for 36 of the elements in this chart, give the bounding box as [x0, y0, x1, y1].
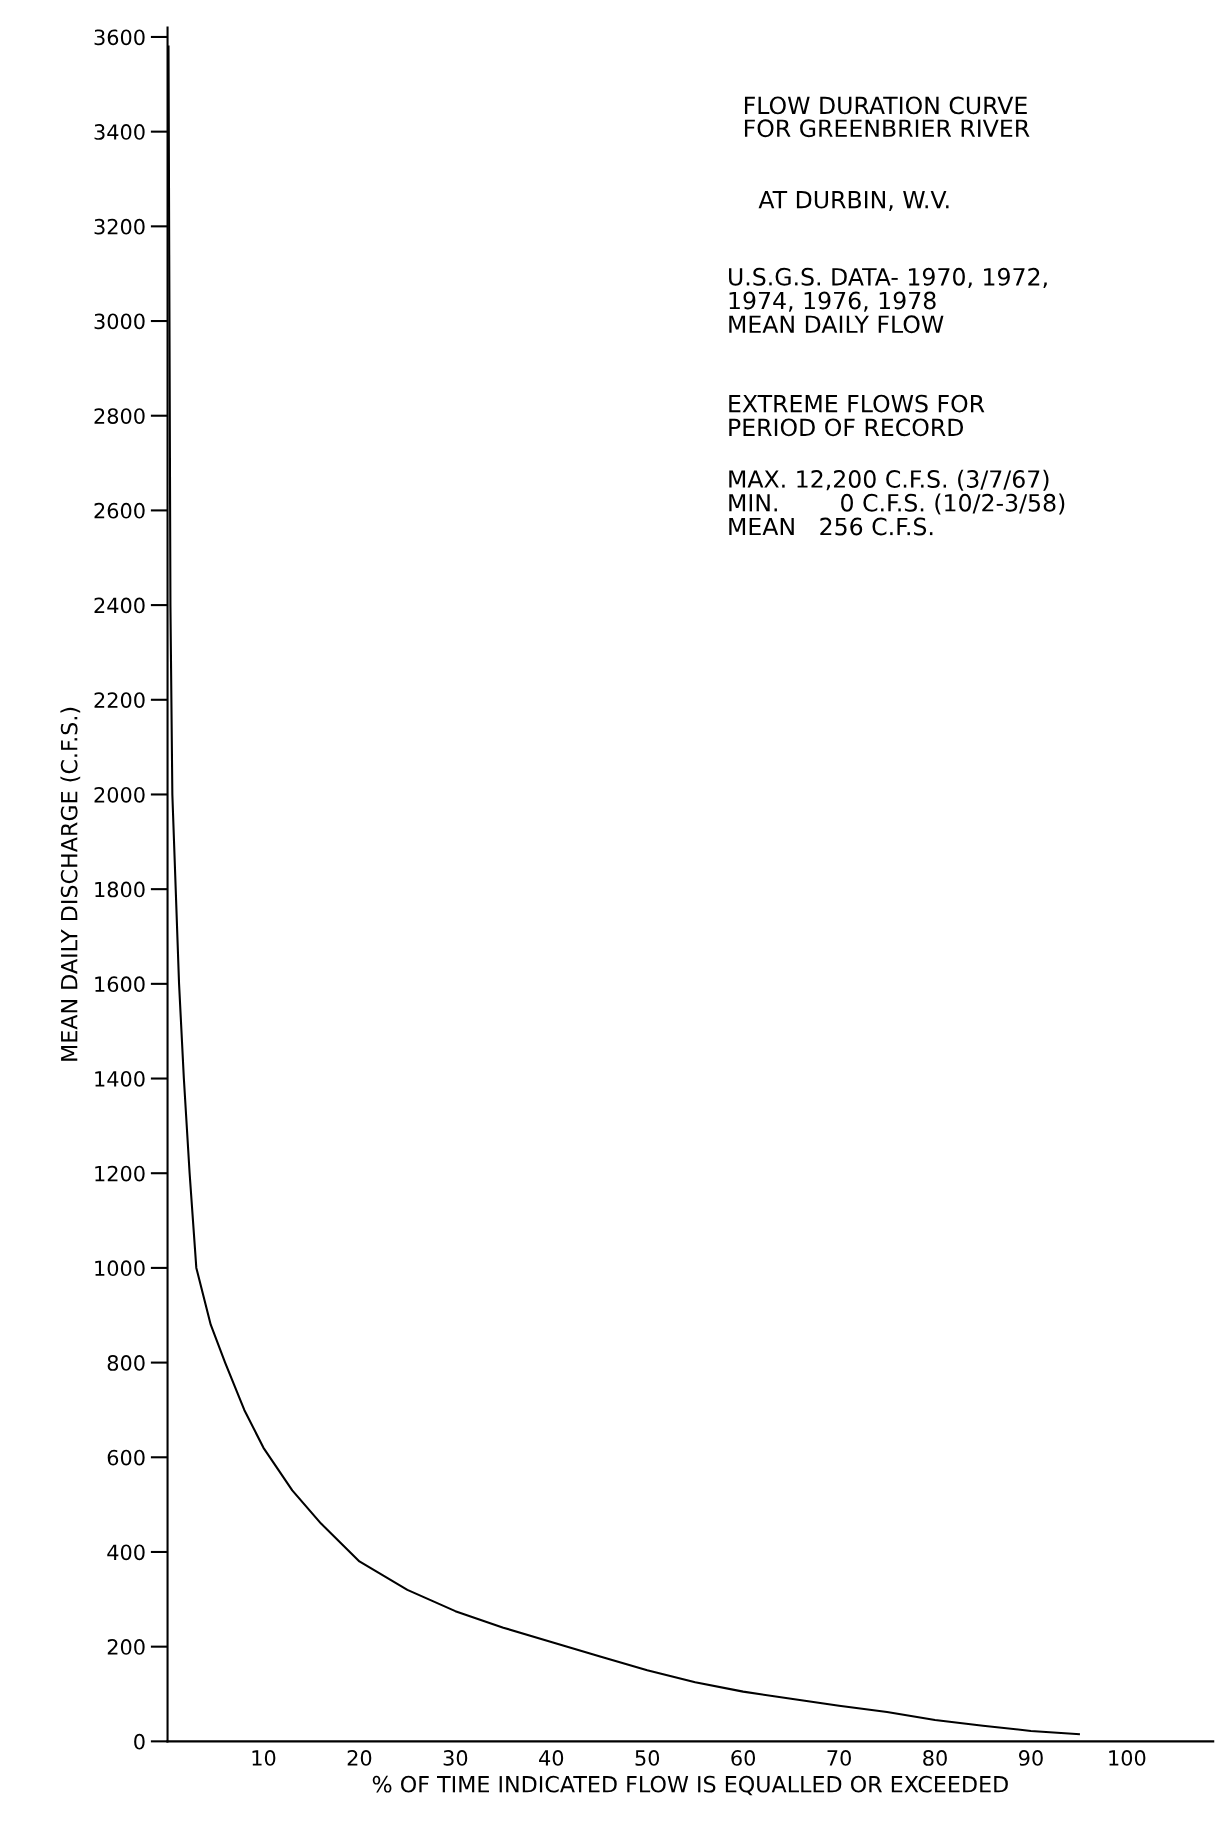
x-tick-label: 90	[1019, 1750, 1043, 1766]
y-tick-label: 3400	[94, 124, 145, 140]
x-tick-label: 70	[827, 1750, 851, 1766]
x-tick-label: 20	[347, 1750, 372, 1766]
x-tick-label: 50	[635, 1750, 660, 1766]
y-tick-label: 2200	[94, 692, 145, 708]
y-tick-label: 2800	[94, 408, 145, 424]
y-tick-label: 3000	[94, 313, 145, 330]
y-tick-label: 1200	[95, 1165, 145, 1182]
y-tick-label: 400	[107, 1544, 145, 1561]
text: FLOW DURATION CURVE FOR GREENBRIER RIVER	[744, 96, 1030, 138]
annotation: U.S.G.S. DATA- 1970, 1972, 1974, 1976, 1978 MEAN DAILY FLOW	[729, 267, 1047, 334]
y-tick-label: 2600	[94, 502, 145, 519]
annotation: MAX. 12,200 C.F.S. (3/7/67) MIN. 0 C.F.S. (10/2-3/58) MEAN 256 C.F.S.	[729, 469, 1065, 536]
annotation: EXTREME FLOWS FOR PERIOD OF RECORD	[729, 394, 985, 437]
y-tick-label: 200	[107, 1639, 145, 1655]
x-tick-label: 80	[923, 1750, 947, 1766]
x-tick-label: 60	[731, 1750, 756, 1766]
x-tick-label: 40	[539, 1750, 564, 1766]
text: AT DURBIN, W.V.	[758, 191, 949, 211]
y-tick-label: 2400	[94, 597, 145, 614]
y-tick-label: 1000	[95, 1260, 145, 1277]
y-tick-label: 800	[107, 1355, 145, 1371]
y-tick-label: 2000	[94, 786, 145, 803]
y-tick-label: 1800	[95, 881, 145, 898]
x-tick-label: 10	[252, 1750, 276, 1766]
y-tick-label: 600	[107, 1449, 145, 1466]
x-axis-title: % OF TIME INDICATED FLOW IS EQUALLED OR EXCEEDED	[372, 1775, 1008, 1796]
x-tick-label: 30	[443, 1750, 468, 1766]
y-tick-label: 1600	[95, 976, 145, 993]
x-tick-label: 100	[1109, 1750, 1146, 1766]
y-tick-label: 3600	[94, 29, 145, 46]
y-axis-title: MEAN DAILY DISCHARGE (C.F.S.)	[60, 707, 81, 1061]
y-tick-label: 1400	[95, 1070, 145, 1087]
y-tick-label: 3200	[94, 218, 145, 235]
y-tick-label: 0	[134, 1733, 145, 1750]
